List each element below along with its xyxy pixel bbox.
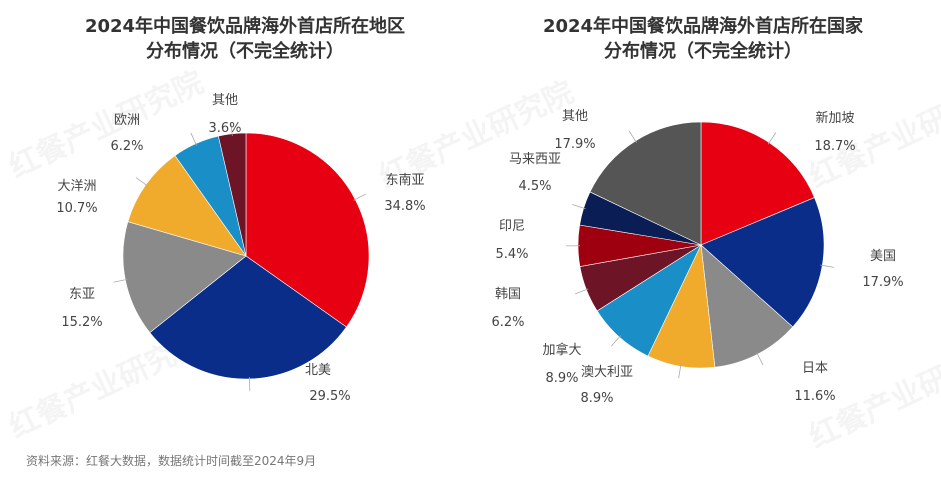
slice-category-label: 澳大利亚: [581, 364, 633, 380]
leader-line: [575, 288, 589, 295]
slice-value-label: 5.4%: [495, 247, 528, 262]
leader-line: [190, 132, 197, 146]
slice-value-label: 17.9%: [554, 137, 595, 152]
slice-category-label: 马来西亚: [509, 152, 561, 167]
leader-line: [767, 132, 777, 145]
title-line: 分布情况（不完全统计）: [604, 41, 802, 62]
slice-value-label: 18.7%: [814, 139, 855, 154]
leader-line: [611, 335, 621, 347]
slice-category-label: 韩国: [495, 287, 521, 302]
leader-line: [572, 204, 586, 210]
source-note: 资料来源：红餐大数据，数据统计时间截至2024年9月: [26, 454, 317, 468]
leader-line: [678, 364, 682, 379]
leader-line: [820, 264, 835, 268]
slice-category-label: 北美: [305, 363, 331, 378]
title-line: 2024年中国餐饮品牌海外首店所在国家: [542, 16, 864, 37]
slice-category-label: 其他: [212, 93, 238, 108]
slice-value-label: 10.7%: [56, 201, 97, 216]
slice-value-label: 6.2%: [491, 315, 524, 330]
title-line: 2024年中国餐饮品牌海外首店所在地区: [84, 16, 406, 37]
slice-value-label: 15.2%: [61, 315, 102, 330]
leader-line: [230, 121, 233, 136]
slice-value-label: 11.6%: [794, 389, 835, 404]
slice-value-label: 34.8%: [384, 199, 425, 214]
slice-value-label: 4.5%: [518, 179, 551, 194]
slice-category-label: 印尼: [499, 219, 525, 234]
slice-category-label: 东亚: [69, 287, 95, 302]
slice-category-label: 新加坡: [815, 110, 854, 126]
slice-category-label: 其他: [562, 109, 588, 124]
slice-category-label: 美国: [870, 249, 896, 264]
title-line: 分布情况（不完全统计）: [146, 41, 344, 62]
leader-line: [353, 193, 367, 201]
slice-category-label: 大洋洲: [57, 179, 96, 194]
slice-value-label: 29.5%: [309, 389, 350, 404]
slice-value-label: 17.9%: [862, 275, 903, 290]
chart-title-country: 2024年中国餐饮品牌海外首店所在国家 分布情况（不完全统计）: [483, 14, 923, 64]
slice-value-label: 8.9%: [580, 391, 613, 406]
slice-value-label: 6.2%: [110, 139, 143, 154]
leader-line: [628, 130, 637, 143]
slice-category-label: 日本: [802, 361, 828, 376]
slice-value-label: 3.6%: [208, 121, 241, 136]
leader-line: [113, 279, 128, 283]
slice-category-label: 加拿大: [542, 342, 581, 358]
slice-category-label: 欧洲: [114, 113, 140, 128]
chart-title-region: 2024年中国餐饮品牌海外首店所在地区 分布情况（不完全统计）: [25, 14, 465, 64]
slice-value-label: 8.9%: [545, 371, 578, 386]
leader-line: [756, 352, 764, 366]
slice-category-label: 东南亚: [385, 172, 424, 188]
leader-line: [135, 177, 148, 187]
